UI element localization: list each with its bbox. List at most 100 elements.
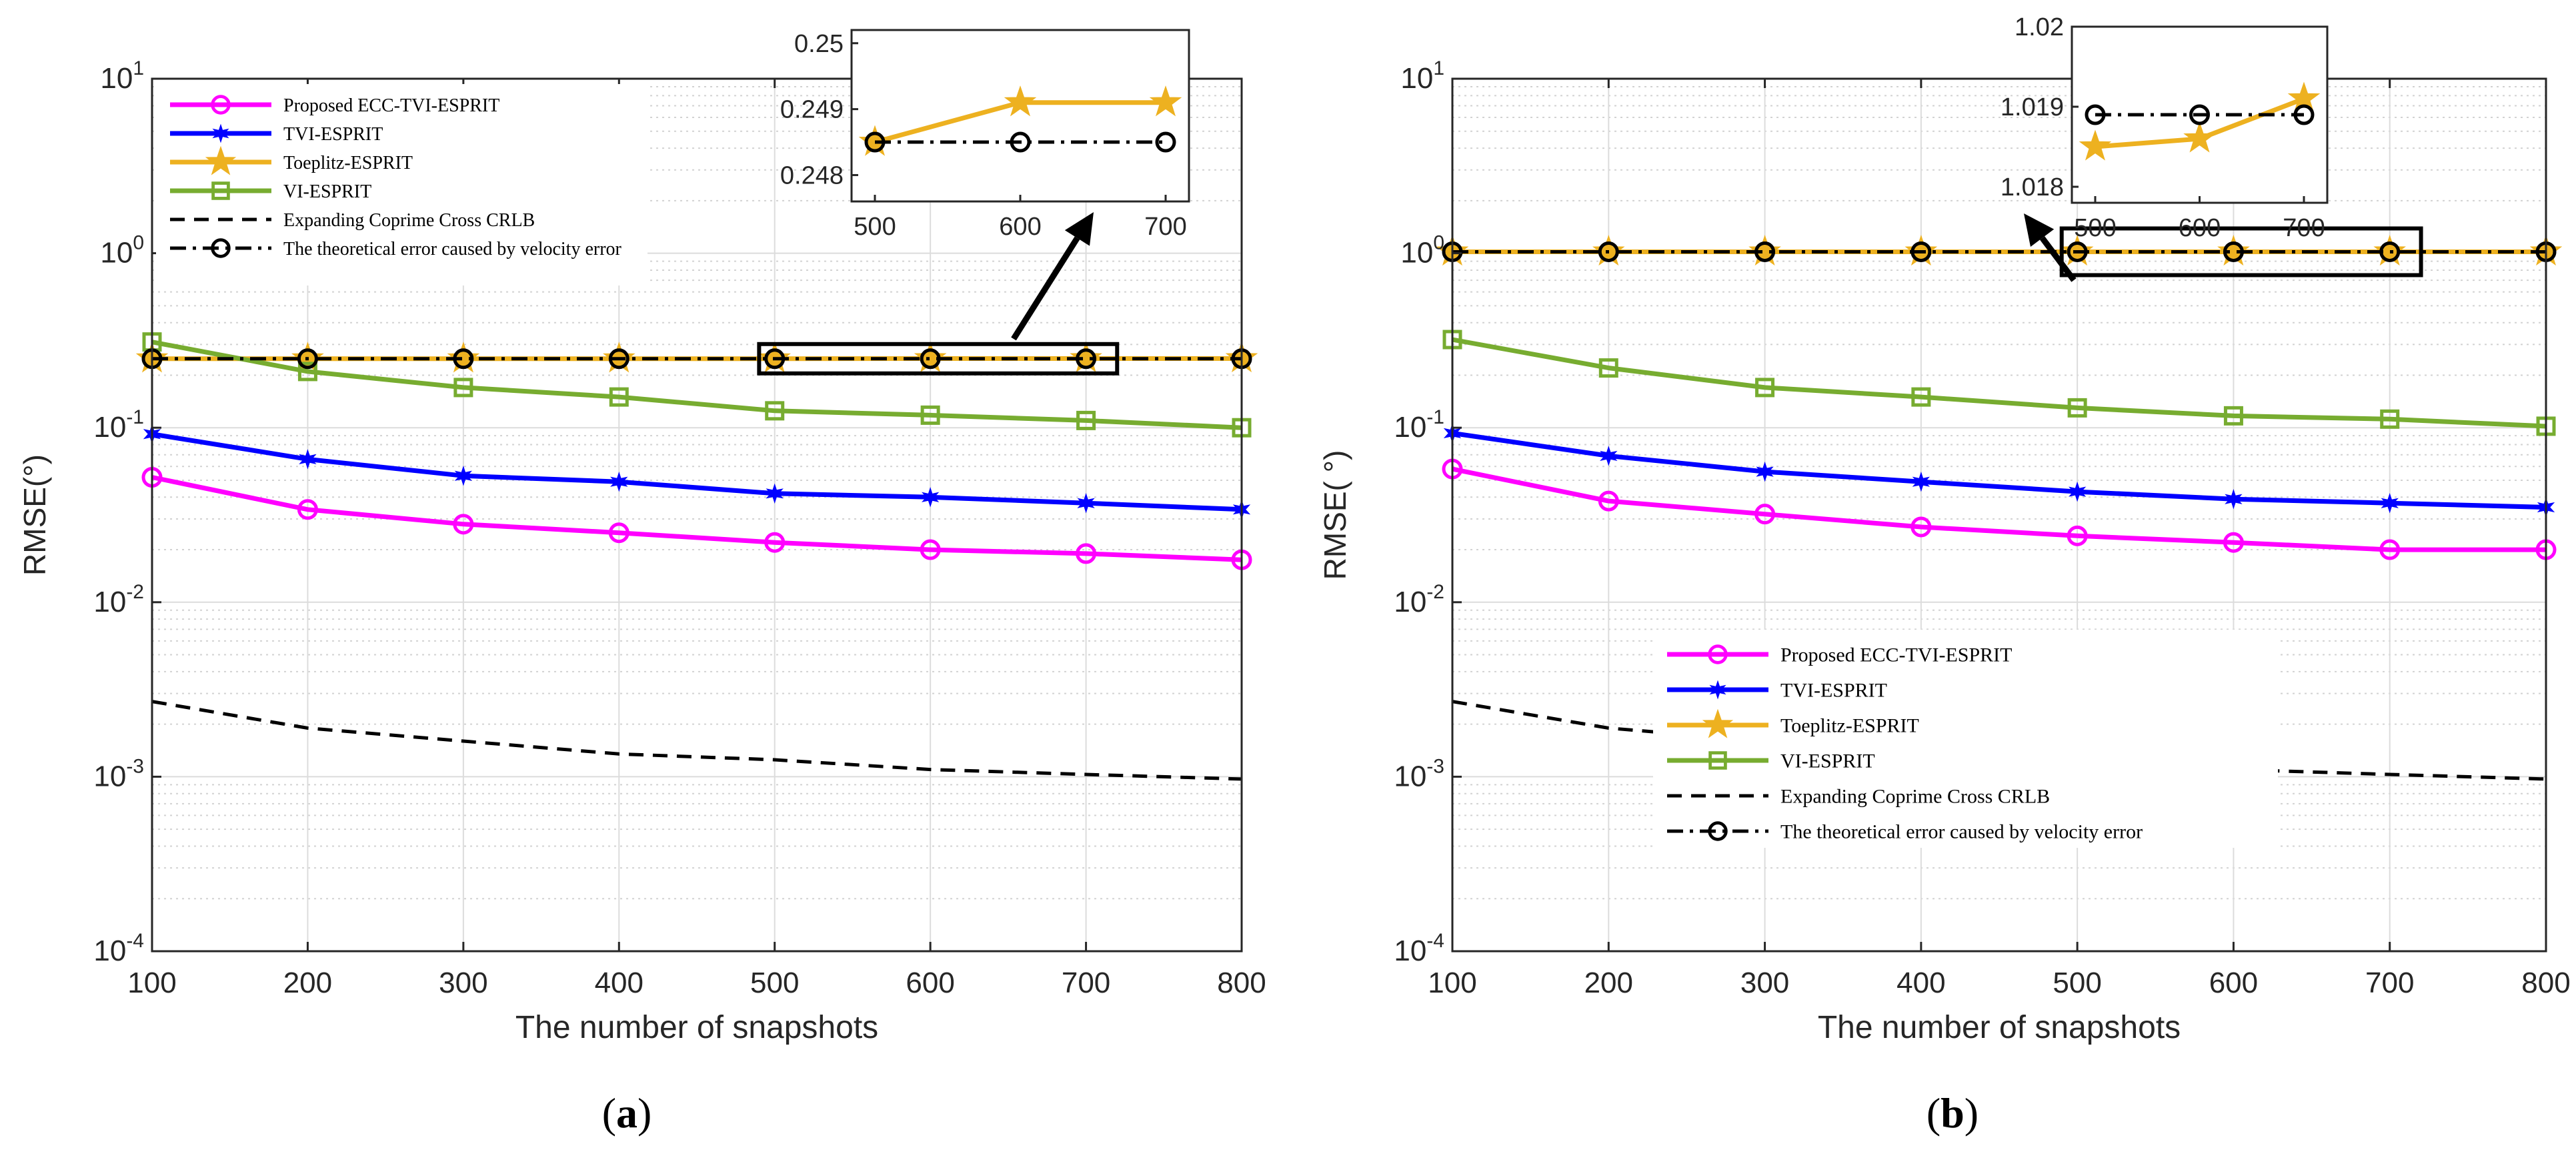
inset-data-point <box>1149 85 1182 117</box>
inset-data-point <box>2085 104 2106 125</box>
legend-swatch-marker <box>1702 708 1734 738</box>
x-tick-label: 200 <box>1584 967 1633 999</box>
data-point <box>1911 387 1931 407</box>
y-axis-label: RMSE( °) <box>1318 450 1352 580</box>
data-point <box>920 539 941 560</box>
data-point <box>454 466 472 486</box>
inset-y-tick-label: 1.02 <box>2015 13 2064 41</box>
x-tick-label: 600 <box>906 967 954 999</box>
x-tick-label: 800 <box>2521 967 2570 999</box>
inset-a: 500 600 700 0.248 0.249 0.25 <box>780 29 1190 241</box>
legend-swatch-marker <box>1708 644 1728 664</box>
series-0 <box>1442 458 2557 560</box>
y-tick-label: 10-4 <box>93 930 144 967</box>
panel-a: 100 200 300 400 500 600 700 800 10-4 10-3 10-2 10-1… <box>17 29 1266 1045</box>
inset-y-tick-label: 0.249 <box>780 96 844 124</box>
legend-box <box>156 84 648 285</box>
data-point <box>608 522 629 544</box>
inset-data-point <box>1155 131 1176 153</box>
series-line <box>151 340 1242 430</box>
inset-data-point <box>2079 129 2112 161</box>
y-tick-label: 101 <box>1400 57 1444 95</box>
inset-series-1 <box>2085 104 2315 125</box>
inset-x-tick-label: 700 <box>2283 214 2325 242</box>
data-point <box>2223 532 2244 553</box>
y-tick-label: 10-2 <box>1394 581 1444 618</box>
inset-x-tick-label: 600 <box>999 213 1041 241</box>
data-point <box>2223 241 2244 262</box>
series-1 <box>1443 423 2555 518</box>
data-point <box>1748 234 1781 266</box>
zoom-arrow <box>2024 213 2077 282</box>
legend-entry: VI-ESPRIT <box>283 181 371 202</box>
legend-a: Proposed ECC-TVI-ESPRIT TVI-ESPRIT Toeplit… <box>156 84 648 285</box>
data-point <box>2380 409 2400 429</box>
x-tick-label: 800 <box>1217 967 1266 999</box>
y-tick-label: 100 <box>100 232 144 269</box>
y-axis-label: RMSE(°) <box>17 454 52 576</box>
data-point <box>765 401 785 421</box>
x-tick-label: 500 <box>750 967 799 999</box>
data-point <box>1754 241 1776 262</box>
legend-swatch-marker <box>1708 821 1728 841</box>
x-tick-label: 700 <box>1062 967 1110 999</box>
legend-entry: TVI-ESPRIT <box>1780 680 1887 702</box>
data-point <box>2067 525 2088 546</box>
y-tick-label: 10-2 <box>93 581 144 618</box>
inset-y-tick-label: 0.248 <box>780 161 844 189</box>
data-point <box>1076 410 1096 430</box>
data-point <box>2379 539 2401 560</box>
inset-data-point <box>1004 85 1037 117</box>
data-point <box>609 387 629 407</box>
data-point <box>1910 241 1932 262</box>
legend-swatch-marker <box>1709 680 1726 700</box>
legend-swatch-marker <box>211 181 230 200</box>
data-point <box>447 342 480 373</box>
legend-b: Proposed ECC-TVI-ESPRIT TVI-ESPRIT Toeplit… <box>1653 630 2278 848</box>
legend-swatch-marker <box>1708 751 1727 770</box>
data-point <box>2381 492 2399 514</box>
x-tick-label: 700 <box>2365 967 2414 999</box>
inset-x-tick-label: 500 <box>854 213 896 241</box>
series-line <box>151 432 1242 512</box>
data-point <box>453 348 474 370</box>
ticks-b: 100 200 300 400 500 600 700 800 10-4 10-3 10-2 10-1… <box>1394 57 2570 999</box>
data-point <box>1600 446 1618 466</box>
data-point <box>1755 378 1775 398</box>
legend-entry: Expanding Coprime Cross CRLB <box>1780 786 2050 808</box>
data-point <box>1910 516 1932 538</box>
data-point <box>920 348 941 370</box>
x-tick-label: 600 <box>2209 967 2258 999</box>
inset-data-point <box>1010 131 1031 153</box>
inset-series-1 <box>864 131 1176 153</box>
highlight-box <box>2059 226 2423 277</box>
y-tick-label: 101 <box>100 57 144 95</box>
data-point <box>297 348 318 370</box>
data-point <box>1076 543 1097 564</box>
axes-frame-b <box>1451 77 2547 953</box>
data-point <box>1912 471 1930 492</box>
data-point <box>920 405 940 425</box>
zoom-arrow-head <box>2024 213 2055 247</box>
data-point <box>1756 461 1774 482</box>
inset-b: 500 600 700 1.018 1.019 1.02 <box>2001 13 2329 242</box>
data-point <box>2225 488 2243 510</box>
data-point <box>766 483 784 504</box>
zoom-arrow-shaft <box>1011 236 1080 341</box>
data-point <box>453 378 473 398</box>
x-tick-label: 300 <box>1740 967 1789 999</box>
data-point <box>1077 492 1095 514</box>
zoom-arrow-shaft <box>2040 236 2077 282</box>
data-point <box>2373 234 2406 266</box>
inset-area <box>852 30 1189 201</box>
x-tick-label: 400 <box>595 967 643 999</box>
legend-entry: The theoretical error caused by velocity… <box>283 239 622 259</box>
series-group-a <box>135 332 1258 781</box>
data-point <box>2067 398 2087 418</box>
x-tick-label: 100 <box>1428 967 1476 999</box>
legend-entry: VI-ESPRIT <box>1780 750 1875 772</box>
zoom-arrow <box>1011 212 1094 341</box>
data-point <box>2069 481 2087 502</box>
data-point <box>1076 348 1097 370</box>
